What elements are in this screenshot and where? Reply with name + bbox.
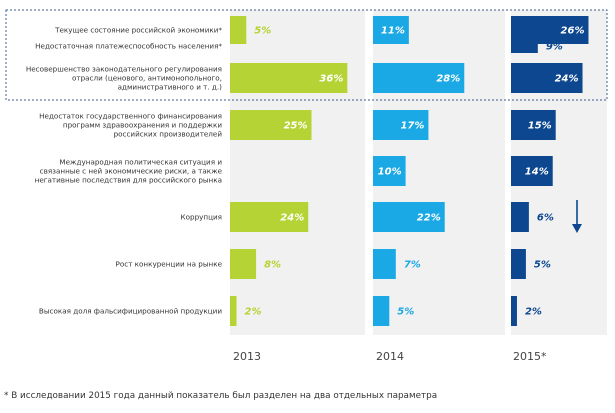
- bar: [511, 249, 526, 279]
- category-label: Международная политическая ситуация и: [59, 158, 222, 167]
- bar: [511, 296, 517, 326]
- category-label: Текущее состояние российской экономики*: [54, 26, 222, 35]
- value-label: 26%: [561, 26, 585, 37]
- category-label: Несовершенство законодательного регулиро…: [26, 65, 222, 74]
- year-label: 2015*: [513, 350, 547, 363]
- bar: [373, 110, 429, 140]
- bar: [230, 110, 312, 140]
- value-label: 5%: [254, 26, 271, 37]
- value-label: 5%: [534, 260, 551, 271]
- value-label: 7%: [404, 260, 421, 271]
- category-label: негативные последствия для российского р…: [35, 176, 222, 185]
- year-labels: 2013 2014 2015*: [233, 350, 547, 363]
- category-label: отрасли (ценового, антимонопольного,: [72, 74, 222, 83]
- value-label: 17%: [400, 121, 424, 132]
- category-labels: Текущее состояние российской экономики* Н…: [26, 26, 223, 316]
- category-label: связанные с ней экономические риски, а т…: [40, 167, 223, 176]
- value-label: 10%: [378, 167, 402, 178]
- panel-bg-1: [230, 10, 365, 335]
- value-label: 14%: [525, 167, 549, 178]
- value-label: 8%: [264, 260, 281, 271]
- value-label: 5%: [397, 307, 414, 318]
- value-label: 25%: [284, 121, 308, 132]
- value-label: 24%: [555, 74, 579, 85]
- bar: [373, 249, 396, 279]
- category-label: российских производителей: [114, 130, 223, 139]
- category-label: административного и т. д.): [118, 83, 223, 92]
- value-label: 36%: [319, 74, 343, 85]
- bar: [230, 63, 348, 93]
- bar: [230, 16, 247, 44]
- down-arrow-icon: [572, 200, 582, 233]
- category-label: Высокая доля фальсифицированной продукци…: [39, 307, 222, 316]
- bar: [511, 110, 556, 140]
- bar: [511, 39, 538, 53]
- bars: [230, 16, 589, 326]
- value-label: 28%: [436, 74, 460, 85]
- bar: [511, 156, 553, 186]
- value-label: 2%: [245, 307, 262, 318]
- value-label: 9%: [546, 42, 563, 53]
- value-label: 6%: [537, 213, 554, 224]
- value-label: 22%: [417, 213, 441, 224]
- value-label: 11%: [381, 26, 405, 37]
- value-labels: 5% 36% 25% 24% 8% 2% 11% 28% 17% 10% 22% 7% 5% 26% 9% 2…: [245, 26, 585, 318]
- bar: [230, 249, 257, 279]
- value-label: 15%: [528, 121, 552, 132]
- bar: [230, 202, 309, 232]
- value-label: 24%: [280, 213, 304, 224]
- category-label: программ здравоохранения и поддержки: [63, 121, 222, 130]
- bar: [511, 63, 583, 93]
- footnote: * В исследовании 2015 года данный показа…: [4, 391, 438, 401]
- year-label: 2014: [376, 350, 404, 363]
- bar: [230, 296, 237, 326]
- bar: [373, 16, 409, 44]
- year-label: 2013: [233, 350, 261, 363]
- bar: [373, 202, 445, 232]
- category-label: Рост конкуренции на рынке: [116, 260, 223, 269]
- category-label: Недостаточная платежеспособность населен…: [35, 42, 222, 51]
- bar: [511, 202, 529, 232]
- category-label: Недостаток государственного финансирован…: [39, 112, 222, 121]
- category-label: Коррупция: [181, 213, 222, 222]
- bar: [373, 156, 406, 186]
- value-label: 2%: [525, 307, 542, 318]
- bar: [373, 296, 390, 326]
- bar: [373, 63, 465, 93]
- highlight-box: [5, 9, 608, 101]
